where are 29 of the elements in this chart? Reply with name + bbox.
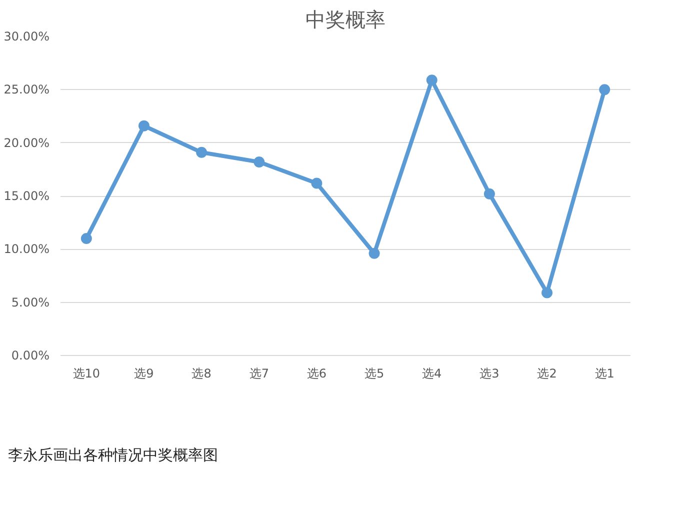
point xyxy=(426,74,438,86)
point xyxy=(368,248,380,259)
x-tick-label: 选9 xyxy=(134,366,154,380)
x-tick-label: 选2 xyxy=(537,366,557,380)
text: 李永乐画出各种情况中奖概率图 xyxy=(8,445,218,466)
y-tick-label: 10.00% xyxy=(4,242,50,256)
chart-title: 中奖概率 xyxy=(306,8,386,32)
x-tick-label: 选1 xyxy=(594,366,614,380)
point xyxy=(138,120,150,132)
x-tick-label: 选3 xyxy=(480,366,500,380)
point xyxy=(254,156,265,168)
x-tick-label: 选4 xyxy=(422,366,442,380)
x-tick-label: 选7 xyxy=(249,366,269,380)
x-tick-label: 选6 xyxy=(306,366,327,380)
x-tick-label: 选5 xyxy=(364,366,384,380)
point xyxy=(80,233,92,244)
y-tick-label: 15.00% xyxy=(4,189,50,203)
x-tick-label: 选8 xyxy=(192,366,212,380)
y-tick-label: 5.00% xyxy=(11,295,50,310)
point xyxy=(196,146,208,158)
point xyxy=(542,287,553,298)
y-tick-label: 0.00% xyxy=(11,348,50,362)
point xyxy=(599,84,610,96)
point xyxy=(311,178,322,189)
y-tick-label: 30.00% xyxy=(4,30,50,44)
point xyxy=(484,188,495,200)
x-tick-label: 选10 xyxy=(72,366,100,380)
y-tick-label: 20.00% xyxy=(4,136,50,150)
y-tick-label: 25.00% xyxy=(4,82,50,97)
